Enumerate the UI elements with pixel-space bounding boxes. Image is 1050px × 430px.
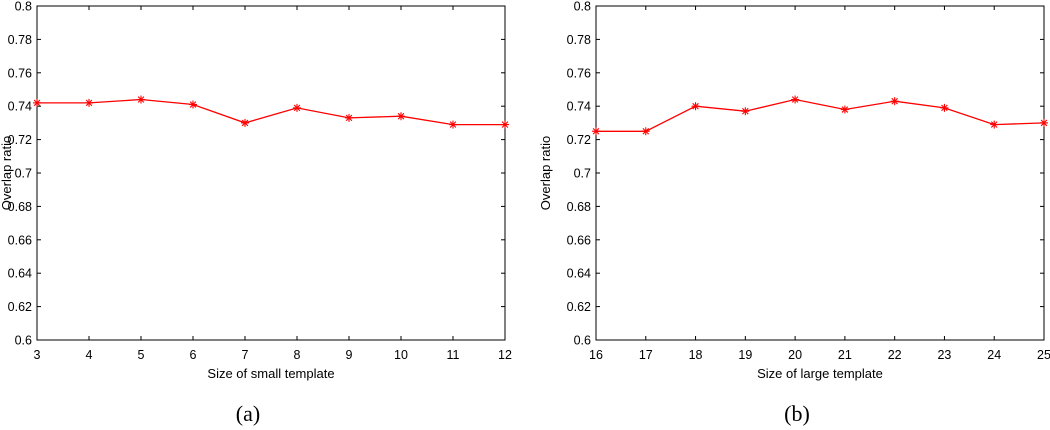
x-tick-label: 16 [589,348,603,362]
y-tick-label: 0.72 [567,133,591,147]
y-tick-label: 0.64 [8,267,32,281]
data-point-star-marker [1040,118,1048,127]
y-tick-label: 0.66 [567,233,591,247]
x-tick-label: 25 [1037,348,1050,362]
x-tick-label: 7 [242,348,249,362]
data-point-star-marker [641,127,650,136]
x-tick-label: 5 [138,348,145,362]
x-axis-label-b: Size of large template [757,366,883,381]
x-tick-label: 24 [987,348,1001,362]
data-point-star-marker [691,102,700,111]
y-tick-label: 0.64 [567,267,591,281]
data-point-star-marker [397,112,405,121]
y-tick-label: 0.7 [574,167,591,181]
x-tick-label: 17 [639,348,653,362]
series-a [33,95,509,129]
x-axis-label-a: Size of small template [207,366,334,381]
x-tick-label: 6 [190,348,197,362]
y-axis-label-b: Overlap ratio [538,136,553,210]
plot-area-a [36,5,506,341]
data-point-star-marker [189,100,197,109]
x-tick-label: 19 [738,348,752,362]
data-point-star-marker [840,105,849,114]
y-axis-ticks-a: 0.6 0.62 0.64 0.66 0.68 0.7 0.72 0.74 0.76 0.78 0.… [8,0,505,348]
y-axis-ticks-b: 0.6 0.62 0.64 0.66 0.68 0.7 0.72 0.74 0.76 0.78 0.… [567,0,1044,348]
x-tick-label: 9 [346,348,353,362]
data-point-star-marker [85,98,93,107]
data-point-star-marker [501,120,509,129]
data-point-star-marker [791,95,800,104]
x-tick-label: 22 [888,348,902,362]
y-tick-label: 0.74 [567,100,591,114]
x-tick-label: 12 [498,348,512,362]
y-tick-label: 0.7 [15,167,32,181]
chart-panel-a: 0.6 0.62 0.64 0.66 0.68 0.7 0.72 0.74 0.76 0.78 0.… [0,0,512,426]
data-point-star-marker [990,120,999,129]
caption-a: (a) [236,401,260,426]
y-tick-label: 0.76 [567,66,591,80]
data-point-star-marker [345,113,353,122]
x-tick-label: 23 [937,348,951,362]
series-line [596,98,1045,132]
data-point-star-marker [449,120,457,129]
x-tick-label: 20 [788,348,802,362]
y-tick-label: 0.66 [8,233,32,247]
x-axis-ticks-a: 3 4 5 6 7 8 9 10 11 12 [34,6,512,362]
data-point-star-marker [33,98,41,107]
data-point-star-marker [940,103,949,112]
series-line [37,98,505,126]
plot-area-b [595,5,1045,341]
y-tick-label: 0.68 [567,200,591,214]
y-tick-label: 0.6 [15,334,32,348]
y-tick-label: 0.8 [15,0,32,14]
y-tick-label: 0.78 [8,33,32,47]
y-tick-label: 0.76 [8,66,32,80]
y-tick-label: 0.8 [574,0,591,14]
y-tick-label: 0.78 [567,33,591,47]
y-tick-label: 0.68 [8,200,32,214]
y-tick-label: 0.72 [8,133,32,147]
x-tick-label: 18 [689,348,703,362]
x-axis-ticks-b: 16 17 18 19 20 21 22 23 24 25 [589,6,1050,362]
x-tick-label: 8 [294,348,301,362]
data-point-star-marker [890,97,899,106]
series-b [592,95,1048,136]
y-axis-label-a: Overlap ratio [0,136,14,210]
y-tick-label: 0.74 [8,100,32,114]
x-tick-label: 4 [86,348,93,362]
x-tick-label: 11 [447,348,460,362]
x-tick-label: 21 [838,348,852,362]
caption-b: (b) [784,401,810,426]
x-tick-label: 10 [394,348,408,362]
data-point-star-marker [592,127,600,136]
data-point-star-marker [241,118,249,127]
data-point-star-marker [293,103,301,112]
y-tick-label: 0.62 [567,300,591,314]
y-tick-label: 0.6 [574,334,591,348]
data-point-star-marker [741,107,750,116]
data-point-star-marker [137,95,145,104]
chart-panel-b: 0.6 0.62 0.64 0.66 0.68 0.7 0.72 0.74 0.76 0.78 0.… [538,0,1050,426]
y-tick-label: 0.62 [8,300,32,314]
x-tick-label: 3 [34,348,41,362]
